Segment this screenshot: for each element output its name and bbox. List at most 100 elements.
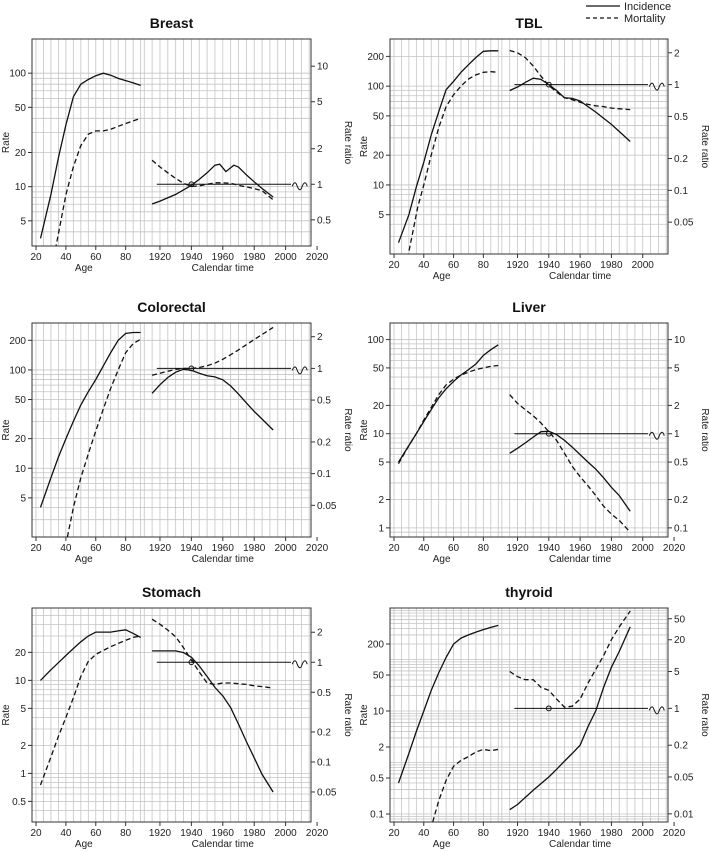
- y-tick-label: 200: [367, 52, 384, 63]
- y-tick-label: 10: [373, 429, 385, 440]
- ratio-tick-label: 10: [317, 62, 329, 73]
- series-incidence-period: [509, 626, 631, 811]
- chart-title: Colorectal: [137, 299, 205, 315]
- drift-marker: [291, 366, 308, 375]
- year-axis-label: Calendar time: [192, 554, 255, 565]
- year-tick-label: 2000: [275, 543, 298, 554]
- series-incidence-age: [39, 72, 141, 239]
- year-tick-label: 1920: [149, 828, 172, 839]
- age-tick-label: 40: [418, 828, 430, 839]
- ratio-tick-label: 0.2: [674, 495, 688, 506]
- series-incidence-period: [509, 430, 631, 512]
- year-tick-label: 1940: [538, 260, 561, 271]
- year-tick-label: 1960: [569, 828, 592, 839]
- plot-frame: [31, 607, 312, 823]
- y-tick-label: 10: [15, 182, 27, 193]
- series-mortality-age: [432, 748, 499, 822]
- series: [39, 72, 274, 246]
- ratio-axis-label: Rate ratio: [699, 408, 709, 452]
- legend-label-incidence: Incidence: [624, 1, 671, 13]
- year-axis-label: Calendar time: [192, 839, 255, 850]
- age-tick-label: 60: [448, 260, 460, 271]
- y-tick-label: 100: [367, 335, 384, 346]
- reference-marker: [545, 430, 552, 437]
- panel-breast: Breast 5 10 20 50 100 0.5 1 2 5 10 20 40 60 80 1920 1940…: [1, 15, 353, 274]
- age-tick-label: 80: [120, 828, 132, 839]
- age-tick-label: 20: [30, 543, 42, 554]
- ratio-tick-label: 5: [317, 97, 323, 108]
- age-tick-label: 60: [90, 543, 102, 554]
- year-tick-label: 1940: [538, 543, 561, 554]
- ratio-tick-label: 0.05: [674, 772, 694, 783]
- year-tick-label: 1940: [180, 543, 203, 554]
- chart-title: Liver: [512, 299, 546, 315]
- rate-axis-label: Rate: [1, 704, 12, 726]
- rate-axis-label: Rate: [1, 419, 12, 441]
- y-tick-label: 20: [15, 148, 27, 159]
- y-tick-label: 2: [20, 741, 26, 752]
- year-axis-label: Calendar time: [549, 839, 612, 850]
- age-tick-label: 60: [90, 252, 102, 263]
- ratio-tick-label: 0.1: [674, 186, 688, 197]
- year-tick-label: 2000: [632, 828, 655, 839]
- reference-marker: [188, 659, 195, 666]
- age-tick-label: 60: [448, 543, 460, 554]
- drift-marker: [648, 82, 665, 91]
- gridlines: [390, 39, 668, 254]
- gridlines: [390, 323, 668, 537]
- y-tick-label: 100: [9, 69, 26, 80]
- ratio-tick-label: 50: [674, 614, 686, 625]
- rate-axis-label: Rate: [359, 136, 370, 158]
- ratio-tick-label: 1: [674, 704, 680, 715]
- rate-axis-label: Rate: [359, 419, 370, 441]
- y-tick-label: 50: [373, 671, 385, 682]
- y-tick-label: 2: [378, 743, 384, 754]
- ratio-tick-label: 0.2: [317, 727, 331, 738]
- reference-marker: [188, 181, 195, 188]
- ratio-tick-label: 0.2: [674, 741, 688, 752]
- age-tick-label: 40: [418, 543, 430, 554]
- ratio-tick-label: 0.1: [317, 469, 331, 480]
- y-tick-label: 100: [367, 82, 384, 93]
- ratio-axis-label: Rate ratio: [342, 693, 353, 737]
- ratio-tick-label: 0.1: [674, 523, 688, 534]
- ratio-tick-label: 0.05: [317, 787, 337, 798]
- ratio-tick-label: 2: [674, 48, 680, 59]
- year-tick-label: 1960: [212, 543, 235, 554]
- year-tick-label: 2020: [663, 543, 686, 554]
- year-tick-label: 2020: [663, 828, 686, 839]
- panel-thyroid: thyroid 0.1 0.5 2 10 50 200 0.01 0.05 0.2 1 5 20 50 20…: [359, 584, 709, 850]
- series-mortality-age: [66, 338, 141, 537]
- ratio-tick-label: 0.5: [317, 396, 331, 407]
- series-mortality-period: [151, 618, 274, 689]
- y-tick-label: 5: [378, 458, 384, 469]
- age-axis-label: Age: [433, 271, 451, 282]
- series-mortality-age: [39, 635, 141, 786]
- series: [397, 344, 631, 533]
- series-incidence-age: [397, 624, 499, 784]
- y-tick-label: 0.1: [370, 810, 384, 821]
- y-tick-label: 200: [367, 640, 384, 651]
- age-axis-label: Age: [75, 839, 93, 850]
- year-tick-label: 2020: [306, 828, 329, 839]
- ratio-tick-label: 5: [674, 363, 680, 374]
- rate-axis-label: Rate: [1, 132, 12, 154]
- age-axis-label: Age: [433, 839, 451, 850]
- reference-marker: [545, 81, 552, 88]
- year-tick-label: 1920: [506, 543, 529, 554]
- plot-frame: [389, 38, 669, 255]
- age-tick-label: 20: [388, 828, 400, 839]
- year-tick-label: 1920: [506, 260, 529, 271]
- ratio-axis-label: Rate ratio: [342, 408, 353, 452]
- ratio-tick-label: 0.5: [317, 688, 331, 699]
- ratio-tick-label: 20: [674, 635, 686, 646]
- series-mortality-period: [151, 159, 274, 201]
- chart-title: TBL: [515, 15, 543, 31]
- reference-marker: [188, 365, 195, 372]
- drift-marker: [648, 706, 665, 715]
- year-tick-label: 1960: [212, 252, 235, 263]
- legend-label-mortality: Mortality: [624, 13, 666, 25]
- ratio-tick-label: 2: [317, 144, 323, 155]
